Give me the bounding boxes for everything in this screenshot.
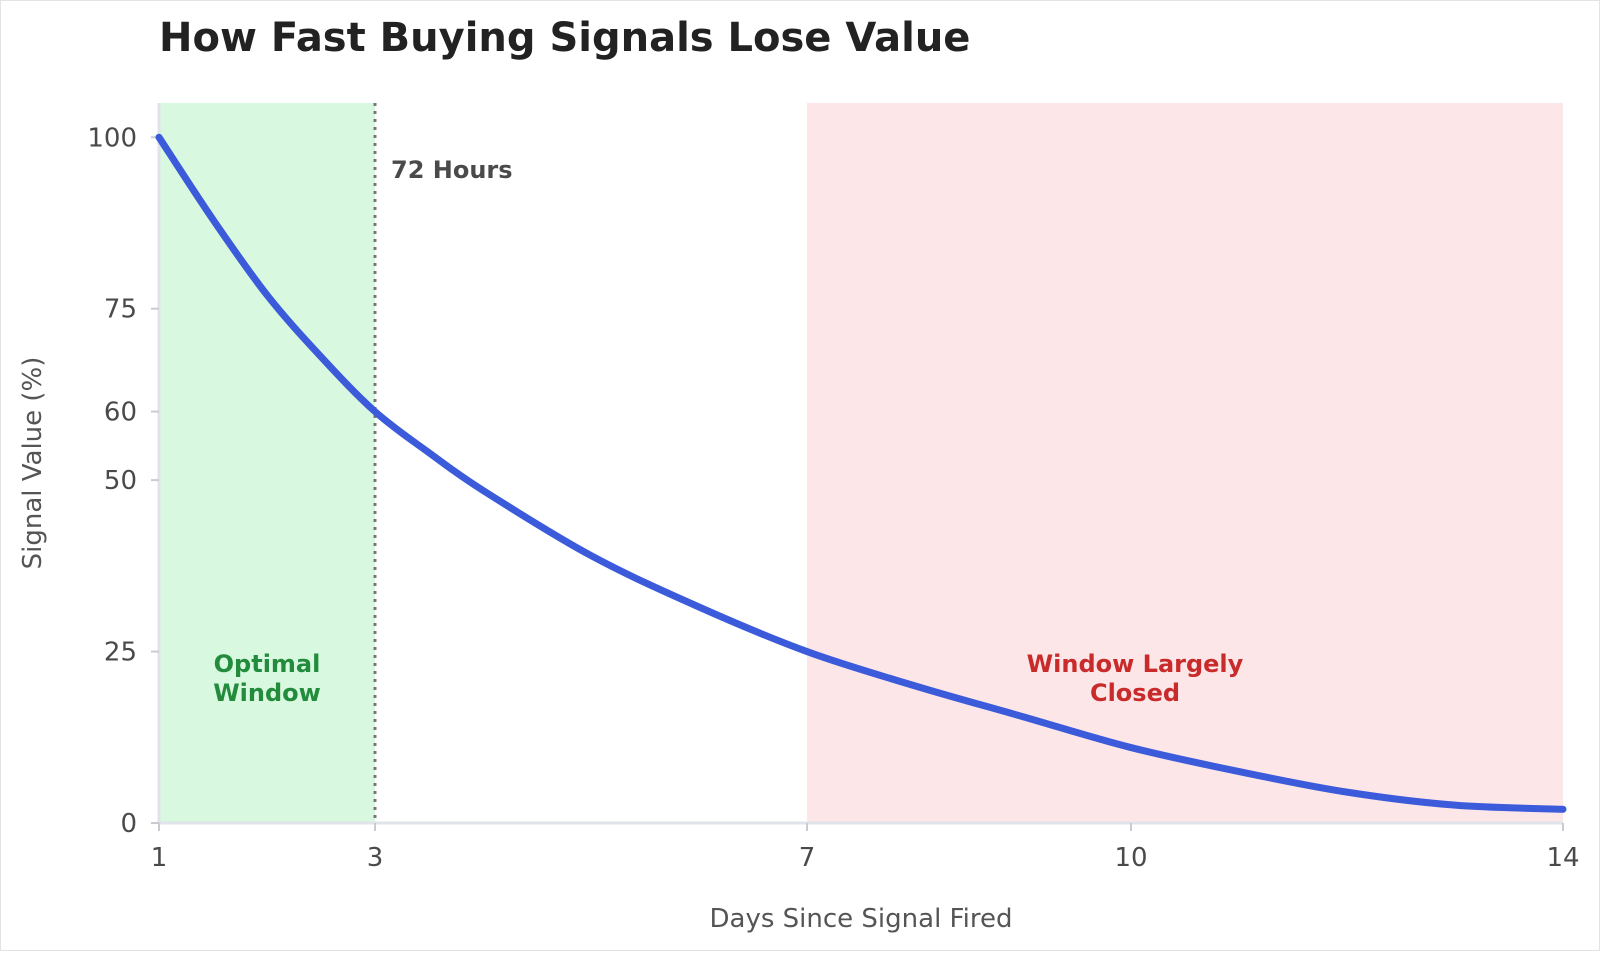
- x-tick-label-10: 10: [1114, 843, 1147, 873]
- y-tick-label-0: 0: [120, 809, 137, 839]
- x-tick-label-7: 7: [799, 843, 816, 873]
- y-axis-label: Signal Value (%): [18, 357, 48, 570]
- vline-label: 72 Hours: [391, 156, 513, 184]
- x-tick-label-1: 1: [151, 843, 168, 873]
- y-tick-label-50: 50: [104, 466, 137, 496]
- shaded-regions: [159, 103, 1563, 823]
- x-tick-label-3: 3: [367, 843, 384, 873]
- shaded-region-1: [807, 103, 1563, 823]
- x-tick-label-14: 14: [1546, 843, 1579, 873]
- y-tick-label-75: 75: [104, 295, 137, 325]
- chart-title: How Fast Buying Signals Lose Value: [159, 15, 970, 61]
- shaded-region-0: [159, 103, 375, 823]
- x-axis-label: Days Since Signal Fired: [710, 904, 1013, 934]
- y-tick-label-100: 100: [87, 123, 137, 153]
- y-tick-label-60: 60: [104, 398, 137, 428]
- y-tick-label-25: 25: [104, 638, 137, 668]
